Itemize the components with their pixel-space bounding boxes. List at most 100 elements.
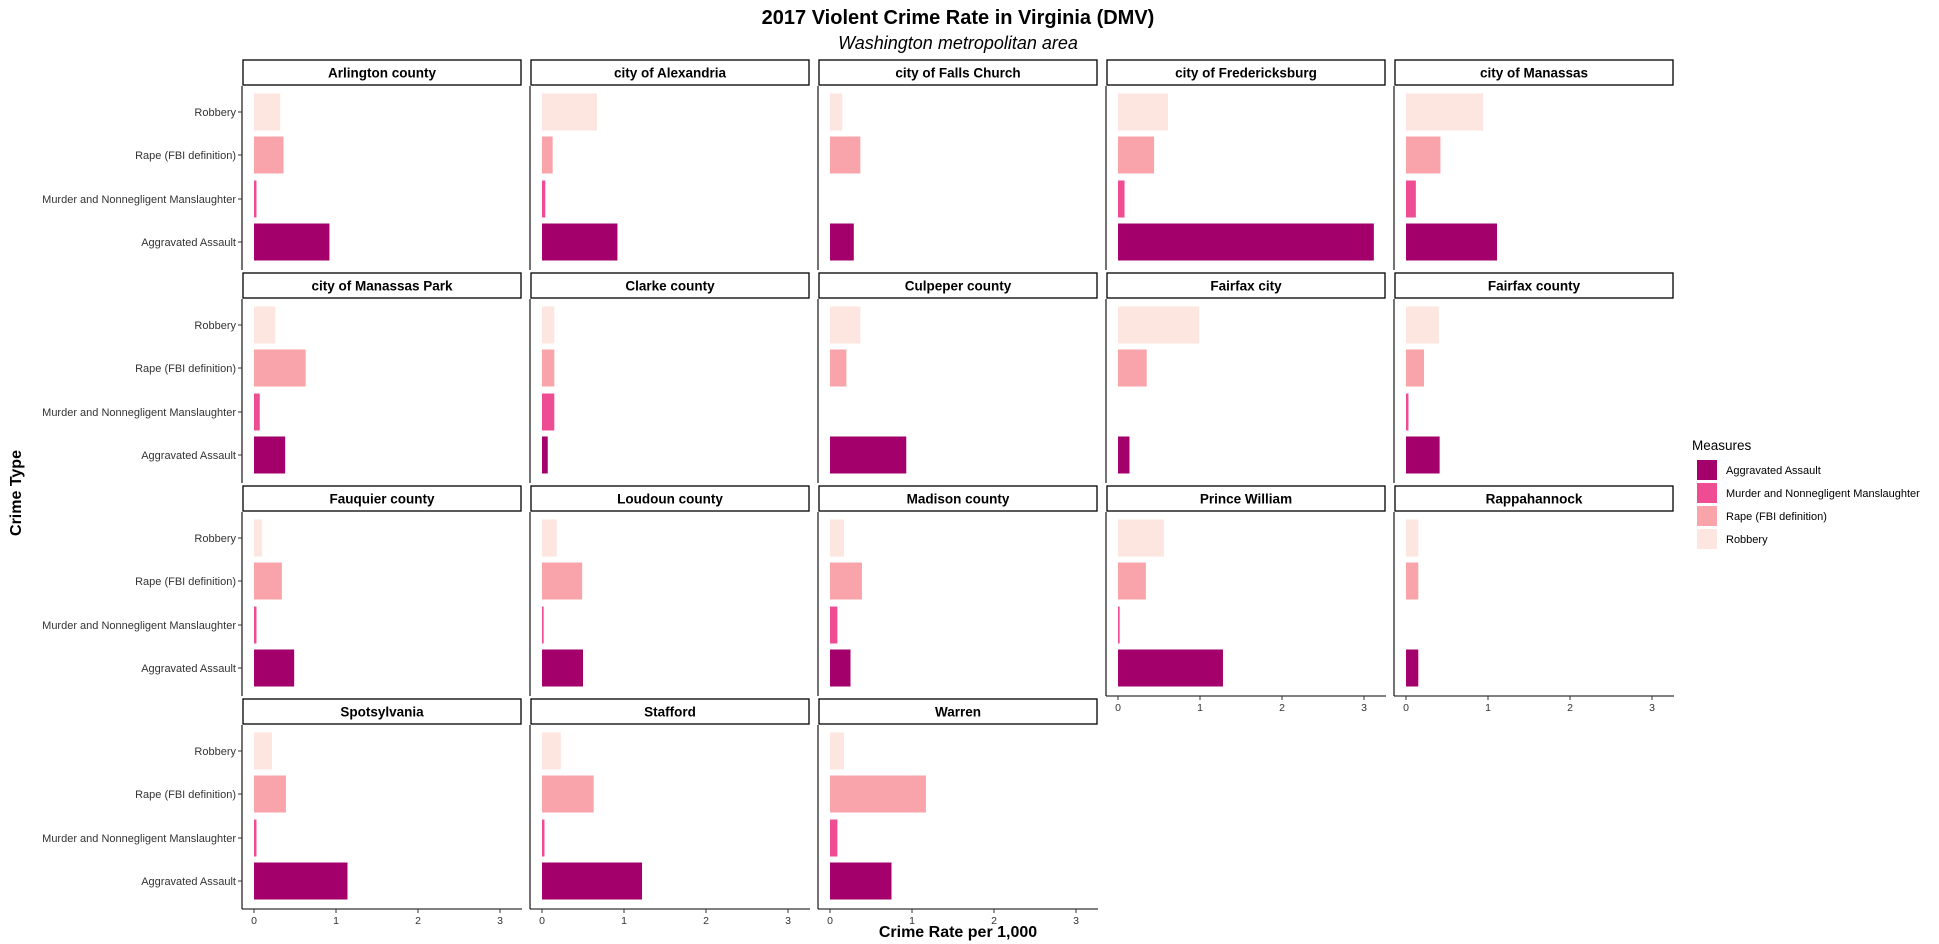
y-tick-label: Robbery bbox=[194, 533, 236, 545]
bar: Aggravated Assault: 1.22 bbox=[542, 862, 643, 900]
x-tick-label: 3 bbox=[1073, 915, 1079, 927]
y-tick-label: Murder and Nonnegligent Manslaughter bbox=[42, 194, 236, 206]
y-tick-label: Rape (FBI definition) bbox=[135, 789, 236, 801]
x-tick-label: 1 bbox=[909, 915, 915, 927]
x-tick-label: 1 bbox=[1197, 702, 1203, 714]
y-tick-label: Aggravated Assault bbox=[141, 450, 236, 462]
bar: Aggravated Assault: 0.92 bbox=[254, 223, 330, 261]
facet-strip-label: city of Fredericksburg bbox=[1175, 66, 1317, 81]
facet-strip-label: Rappahannock bbox=[1486, 492, 1583, 507]
x-tick-label: 0 bbox=[1115, 702, 1121, 714]
bar: Robbery: 0.23 bbox=[542, 732, 561, 770]
y-tick-label: Murder and Nonnegligent Manslaughter bbox=[42, 833, 236, 845]
bar: Robbery: 0.18 bbox=[542, 519, 557, 557]
y-tick-label: Robbery bbox=[194, 320, 236, 332]
bar: Rape (FBI definition): 0.49 bbox=[542, 562, 583, 600]
bar: Robbery: 0.15 bbox=[542, 306, 555, 344]
legend-swatch bbox=[1697, 529, 1717, 549]
bar: Murder and Nonnegligent Manslaughter: 0.… bbox=[542, 180, 546, 218]
bar: Aggravated Assault: 0.92 bbox=[542, 223, 618, 261]
x-tick-label: 2 bbox=[703, 915, 709, 927]
x-tick-label: 3 bbox=[1649, 702, 1655, 714]
facet-strip bbox=[530, 698, 810, 725]
facet-panel: Fairfax cityAggravated Assault: 0.14Murd… bbox=[1105, 272, 1386, 483]
facet-strip-label: Culpeper county bbox=[905, 279, 1012, 294]
facet-strip bbox=[242, 485, 522, 512]
bar: Rape (FBI definition): 0.35 bbox=[1118, 349, 1147, 387]
facet-strip bbox=[530, 485, 810, 512]
bar: Robbery: 0.22 bbox=[254, 732, 273, 770]
y-tick-label: Aggravated Assault bbox=[141, 876, 236, 888]
x-tick-label: 1 bbox=[1485, 702, 1491, 714]
bar: Aggravated Assault: 0.15 bbox=[1406, 649, 1419, 687]
y-tick-label: Robbery bbox=[194, 107, 236, 119]
bar: Aggravated Assault: 0.49 bbox=[254, 649, 295, 687]
facet-strip bbox=[818, 272, 1098, 299]
x-tick-label: 2 bbox=[991, 915, 997, 927]
x-tick-label: 0 bbox=[539, 915, 545, 927]
y-tick-label: Rape (FBI definition) bbox=[135, 576, 236, 588]
bar: Robbery: 0.17 bbox=[830, 519, 844, 557]
bar: Rape (FBI definition): 0.42 bbox=[1406, 136, 1441, 174]
y-tick-label: Aggravated Assault bbox=[141, 663, 236, 675]
x-tick-label: 1 bbox=[333, 915, 339, 927]
bar: Murder and Nonnegligent Manslaughter: 0.… bbox=[254, 606, 257, 644]
x-tick-label: 3 bbox=[785, 915, 791, 927]
x-tick-label: 0 bbox=[827, 915, 833, 927]
x-tick-label: 2 bbox=[1279, 702, 1285, 714]
legend-label: Robbery bbox=[1726, 534, 1768, 546]
facet-strip bbox=[1106, 272, 1386, 299]
facet-strip bbox=[818, 59, 1098, 86]
facet-panel: Madison county Aggravated Assault: 0.25 Mu… bbox=[817, 485, 1098, 696]
legend-title: Measures bbox=[1692, 438, 1752, 453]
bar: Murder and Nonnegligent Manslaughter: 0.… bbox=[1118, 606, 1120, 644]
facet-strip bbox=[242, 698, 522, 725]
facet-strip-label: Stafford bbox=[644, 705, 696, 720]
bar: Robbery: 0.15 bbox=[1406, 519, 1419, 557]
bar: Robbery: 0.15 bbox=[830, 93, 843, 131]
bar: Aggravated Assault: 1.28 bbox=[1118, 649, 1223, 687]
chart-subtitle: Washington metropolitan area bbox=[838, 33, 1078, 53]
bar: Robbery: 0.61 bbox=[1118, 93, 1169, 131]
facet-strip bbox=[530, 59, 810, 86]
bar: Rape (FBI definition): 0.34 bbox=[254, 562, 282, 600]
bar: Murder and Nonnegligent Manslaughter: 0.… bbox=[254, 819, 257, 857]
y-tick-label: Robbery bbox=[194, 746, 236, 758]
facet-strip bbox=[242, 59, 522, 86]
y-tick-label: Murder and Nonnegligent Manslaughter bbox=[42, 407, 236, 419]
bar: Rape (FBI definition): 1.17 bbox=[830, 775, 926, 813]
facet-panel: Arlington county Aggravated Assault: 0.92… bbox=[42, 59, 522, 270]
chart-title: 2017 Violent Crime Rate in Virginia (DMV… bbox=[762, 7, 1155, 29]
y-tick-label: Rape (FBI definition) bbox=[135, 150, 236, 162]
bar: Robbery: 0.37 bbox=[830, 306, 861, 344]
facet-panel: Stafford Aggravated Assault: 1.22 Murder a… bbox=[529, 698, 810, 927]
bar: Murder and Nonnegligent Manslaughter: 0.… bbox=[254, 180, 257, 218]
bar: Murder and Nonnegligent Manslaughter: 0.… bbox=[830, 606, 838, 644]
legend-swatch bbox=[1697, 506, 1717, 526]
x-tick-label: 0 bbox=[1403, 702, 1409, 714]
bar: Aggravated Assault: 0.41 bbox=[1406, 436, 1440, 474]
bar: Aggravated Assault: 1.14 bbox=[254, 862, 348, 900]
facet-strip-label: city of Manassas bbox=[1480, 66, 1588, 81]
facet-panel: Loudoun county Aggravated Assault: 0.5 Mur… bbox=[529, 485, 810, 696]
bar: Murder and Nonnegligent Manslaughter: 0.… bbox=[1406, 180, 1416, 218]
facet-strip bbox=[1394, 59, 1674, 86]
facet-panel: Prince William Aggravated Assault: 1.28 Mu… bbox=[1105, 485, 1386, 714]
bar: Murder and Nonnegligent Manslaughter: 0.… bbox=[830, 819, 838, 857]
bar: Aggravated Assault: 0.5 bbox=[542, 649, 583, 687]
facet-strip-label: city of Manassas Park bbox=[311, 279, 453, 294]
facet-panel: Clarke county Aggravated Assault: 0.07 Mur… bbox=[529, 272, 810, 483]
bar: Aggravated Assault: 0.75 bbox=[830, 862, 892, 900]
bar: Robbery: 0.1 bbox=[254, 519, 263, 557]
bar: Aggravated Assault: 0.14 bbox=[1118, 436, 1130, 474]
bar: Murder and Nonnegligent Manslaughter: 0.… bbox=[1118, 180, 1125, 218]
facet-strip bbox=[1106, 485, 1386, 512]
bar: Murder and Nonnegligent Manslaughter: 0.… bbox=[1406, 393, 1409, 431]
bar: Murder and Nonnegligent Manslaughter: 0.… bbox=[254, 393, 260, 431]
facet-strip-label: city of Falls Church bbox=[895, 66, 1020, 81]
bar: Robbery: 0.17 bbox=[830, 732, 844, 770]
bar: Murder and Nonnegligent Manslaughter: 0.… bbox=[542, 606, 544, 644]
bar: Aggravated Assault: 1.11 bbox=[1406, 223, 1498, 261]
